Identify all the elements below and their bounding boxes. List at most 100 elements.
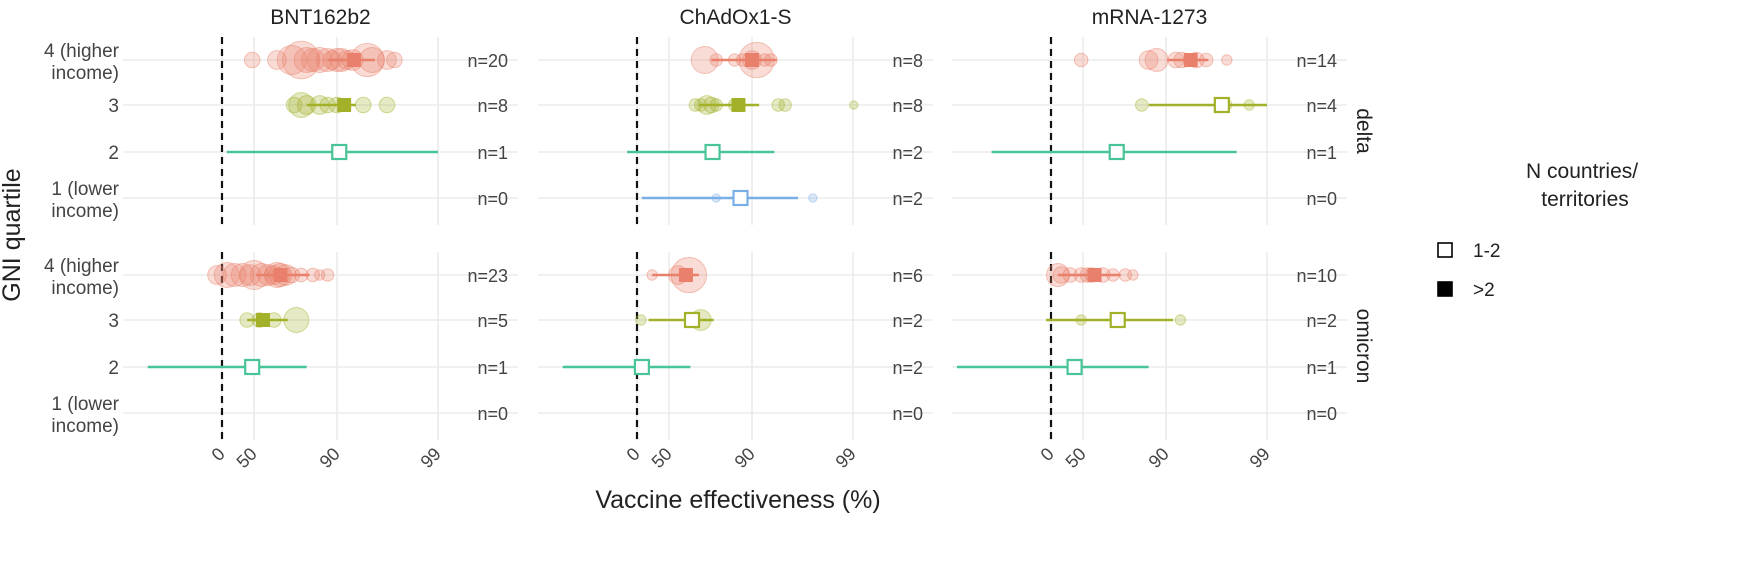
pooled-estimate-filled [745, 53, 759, 67]
x-tick-label: 0 [1037, 444, 1058, 465]
panel-mRNA-1273-delta: n=14 n=4 n=1 n=0 [952, 37, 1347, 225]
pooled-estimate-open [331, 143, 348, 161]
x-tick-label: 99 [1246, 444, 1274, 472]
pooled-estimate-open [683, 311, 701, 329]
pooled-estimate-open [633, 358, 650, 376]
pooled-estimate-open [244, 358, 261, 376]
n-count-label: n=5 [477, 311, 508, 331]
study-point [1144, 48, 1169, 72]
study-point [778, 98, 792, 112]
study-point [300, 48, 325, 72]
n-count-label: n=2 [892, 311, 923, 331]
y-tick-label: 4 (higher income) [44, 256, 120, 299]
study-point [378, 96, 396, 114]
y-tick-label: 2 [108, 143, 119, 164]
y-tick-label-line: 1 (lower [51, 394, 119, 415]
study-point [276, 44, 307, 76]
pooled-estimate-filled [678, 268, 693, 282]
n-count-label: n=0 [892, 404, 923, 424]
study-point [293, 47, 320, 73]
n-count-label: n=0 [477, 189, 508, 209]
study-point [285, 96, 303, 114]
n-count-label: n=0 [477, 404, 508, 424]
pooled-estimate-filled [255, 313, 270, 327]
y-tick-label: 1 (lower income) [51, 179, 119, 222]
study-point [635, 314, 647, 326]
study-point [282, 40, 321, 80]
n-count-label: n=8 [892, 51, 923, 71]
n-count-label: n=8 [892, 96, 923, 116]
legend-title: N countries/ territories [1526, 160, 1644, 211]
legend-label: 1-2 [1473, 241, 1500, 262]
study-point [1135, 98, 1149, 112]
x-tick-label: 90 [1145, 444, 1173, 472]
study-point [386, 51, 403, 69]
pooled-estimate-filled [1183, 53, 1198, 67]
pooled-estimate-open [704, 143, 721, 161]
study-point [267, 50, 287, 70]
n-count-label: n=20 [467, 51, 508, 71]
study-point [222, 263, 247, 287]
legend-label: >2 [1473, 280, 1495, 301]
x-tick-label: 99 [417, 444, 445, 472]
panel-BNT162b2-delta: n=20 n=8 n=1 n=0 [123, 37, 518, 225]
strip-label-variant: delta [1352, 108, 1375, 154]
pooled-estimate-open [1066, 358, 1083, 376]
pooled-estimate-open [1108, 143, 1125, 161]
x-tick-label: 99 [832, 444, 860, 472]
y-tick-label-line: income) [51, 278, 119, 299]
x-tick-label: 0 [623, 444, 644, 465]
n-count-label: n=2 [1306, 311, 1337, 331]
x-axis-title: Vaccine effectiveness (%) [595, 486, 880, 514]
n-count-label: n=2 [892, 143, 923, 163]
y-tick-label: 3 [108, 311, 119, 332]
y-tick-label: 2 [108, 358, 119, 379]
study-point [1138, 50, 1159, 70]
legend: 1-2 >2 [1437, 241, 1500, 301]
study-point [207, 265, 227, 285]
legend-title-line-1: N countries/ [1526, 160, 1638, 183]
y-tick-label-line: income) [51, 201, 119, 222]
panel-background [123, 37, 518, 225]
y-tick-label: 3 [108, 96, 119, 117]
n-count-label: n=6 [892, 266, 923, 286]
study-point [213, 262, 240, 288]
panel-background [952, 37, 1347, 225]
n-count-label: n=0 [1306, 189, 1337, 209]
legend-marker-open [1437, 242, 1453, 258]
study-point [354, 96, 372, 114]
y-tick-label-line: 4 (higher [44, 256, 120, 277]
study-point [1073, 52, 1089, 68]
panels: n=20n=8n=1n=0n=8n=8n=2n=2n=14n=4n=1n=0n=… [44, 6, 1375, 472]
study-point [1127, 269, 1139, 281]
y-tick-label-line: 1 (lower [51, 179, 119, 200]
n-count-label: n=2 [892, 358, 923, 378]
n-count-label: n=1 [1306, 143, 1337, 163]
study-point [243, 51, 261, 69]
y-tick-label-line: income) [51, 416, 119, 437]
n-count-label: n=23 [467, 266, 508, 286]
n-count-label: n=8 [477, 96, 508, 116]
pooled-estimate-filled [346, 53, 361, 67]
x-tick-label: 50 [648, 444, 676, 472]
n-count-label: n=10 [1296, 266, 1337, 286]
y-tick-label-line: income) [51, 63, 119, 84]
strip-label-vaccine: ChAdOx1-S [679, 6, 791, 29]
legend-marker-filled [1437, 281, 1453, 297]
strip-label-variant: omicron [1352, 309, 1375, 384]
study-point [377, 50, 397, 70]
y-tick-label-line: 4 (higher [44, 41, 120, 62]
strip-label-vaccine: BNT162b2 [270, 6, 370, 29]
study-point [808, 193, 818, 203]
panel-ChAdOx1-S-delta: n=8 n=8 n=2 n=2 [538, 37, 933, 225]
study-point [849, 100, 859, 110]
study-point [1174, 314, 1187, 326]
x-tick-label: 50 [233, 444, 261, 472]
n-count-label: n=1 [1306, 358, 1337, 378]
y-axis-title: GNI quartile [0, 168, 26, 301]
n-count-label: n=1 [477, 143, 508, 163]
study-point [771, 98, 785, 112]
x-tick-label: 0 [208, 444, 229, 465]
study-point [230, 263, 255, 287]
